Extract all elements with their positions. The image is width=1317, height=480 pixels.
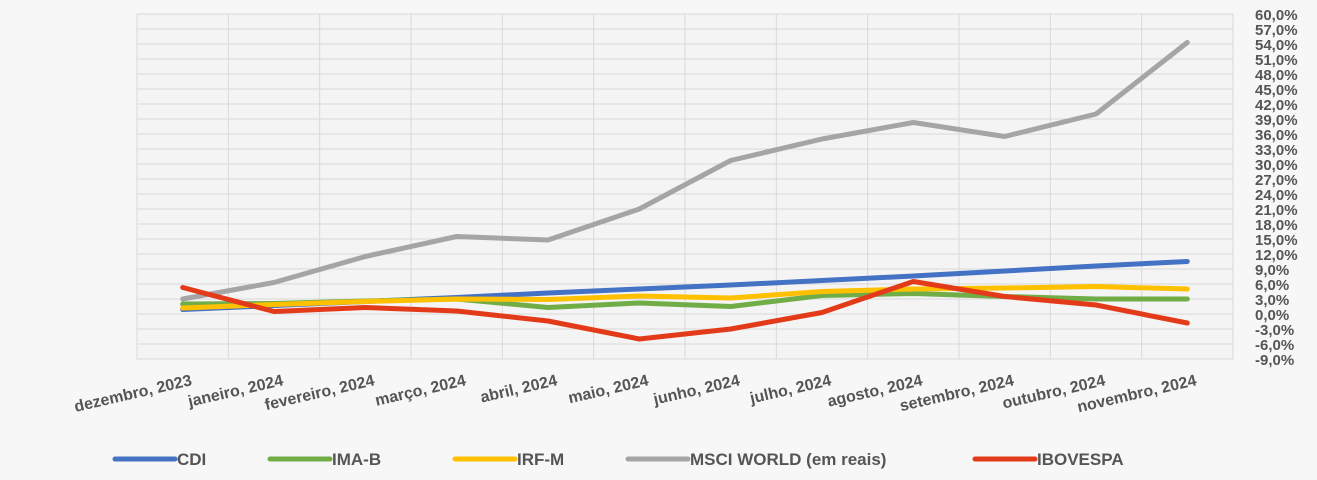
y-tick-label: 30,0%: [1255, 157, 1298, 174]
legend-label: IBOVESPA: [1037, 450, 1124, 469]
y-tick-label: -3,0%: [1255, 322, 1294, 339]
y-tick-label: 33,0%: [1255, 142, 1298, 159]
y-tick-label: 60,0%: [1255, 7, 1298, 24]
y-axis: 60,0%57,0%54,0%51,0%48,0%45,0%42,0%39,0%…: [1255, 7, 1298, 369]
x-tick-label: junho, 2024: [651, 372, 742, 409]
y-tick-label: 3,0%: [1255, 292, 1289, 309]
x-tick-label: abril, 2024: [479, 372, 559, 406]
x-tick-label: julho, 2024: [748, 372, 833, 407]
y-tick-label: 18,0%: [1255, 217, 1298, 234]
x-tick-label: dezembro, 2023: [73, 372, 194, 416]
y-tick-label: 21,0%: [1255, 202, 1298, 219]
y-tick-label: 54,0%: [1255, 37, 1298, 54]
y-tick-label: 39,0%: [1255, 112, 1298, 129]
legend-label: IMA-B: [332, 450, 381, 469]
legend: CDI IMA-B IRF-M MSCI WORLD (em reais) IBOVES…: [112, 450, 1124, 469]
y-tick-label: 12,0%: [1255, 247, 1298, 264]
gridlines: [137, 13, 1233, 360]
y-tick-label: -9,0%: [1255, 352, 1294, 369]
y-tick-label: 0,0%: [1255, 307, 1289, 324]
x-tick-label: maio, 2024: [567, 372, 651, 407]
series-line: [180, 284, 1190, 311]
series-line: [180, 279, 1190, 342]
y-tick-label: 9,0%: [1255, 262, 1289, 279]
y-tick-label: 36,0%: [1255, 127, 1298, 144]
y-tick-label: 51,0%: [1255, 52, 1298, 69]
y-tick-label: 27,0%: [1255, 172, 1298, 189]
y-tick-label: 57,0%: [1255, 22, 1298, 39]
y-tick-label: 24,0%: [1255, 187, 1298, 204]
y-tick-label: -6,0%: [1255, 337, 1294, 354]
y-tick-label: 42,0%: [1255, 97, 1298, 114]
y-tick-label: 15,0%: [1255, 232, 1298, 249]
series-group: [180, 40, 1190, 342]
x-tick-label: março, 2024: [374, 372, 468, 409]
y-tick-label: 45,0%: [1255, 82, 1298, 99]
series-line: [180, 40, 1190, 302]
y-tick-label: 48,0%: [1255, 67, 1298, 84]
legend-label: MSCI WORLD (em reais): [690, 450, 886, 469]
legend-label: CDI: [177, 450, 206, 469]
legend-label: IRF-M: [517, 450, 564, 469]
y-tick-label: 6,0%: [1255, 277, 1289, 294]
